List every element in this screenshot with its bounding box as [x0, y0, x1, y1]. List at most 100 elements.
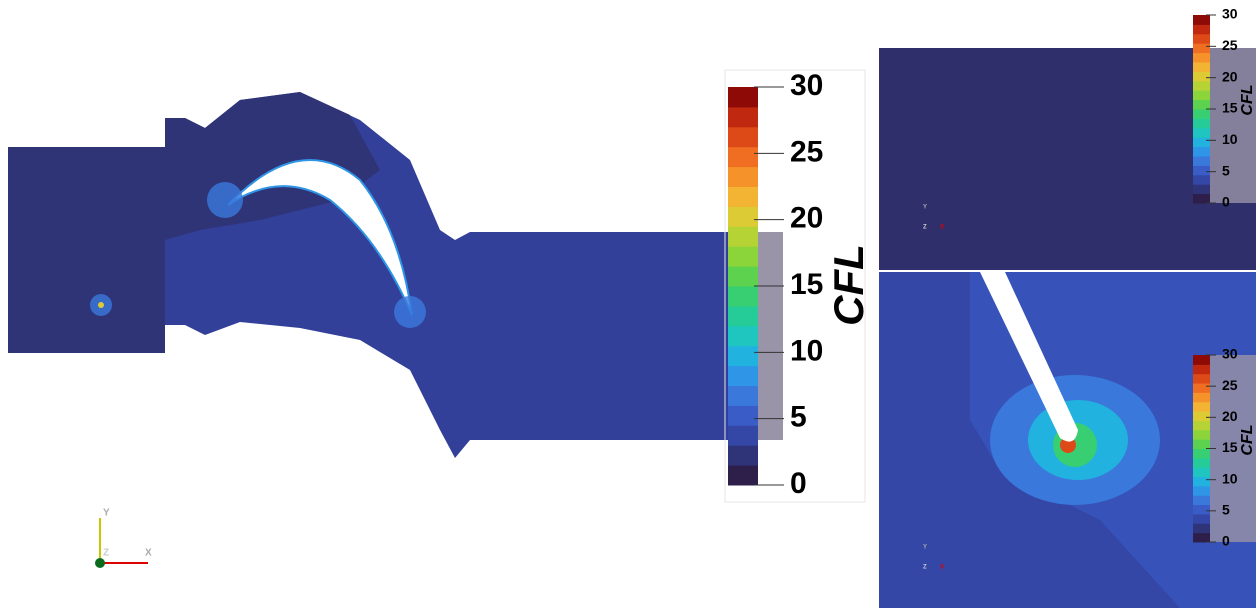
colorbar-tick-label: 20	[790, 202, 823, 235]
colorbar-tick-label: 5	[790, 401, 807, 434]
colorbar-tick-label: 5	[1222, 162, 1230, 178]
colorbar-band	[1193, 485, 1210, 496]
colorbar-band	[1193, 99, 1210, 110]
overlay	[1210, 355, 1256, 542]
colorbar-tick-label: 30	[1222, 6, 1238, 22]
hotspot	[394, 296, 426, 328]
colorbar-band	[1193, 532, 1210, 543]
colorbar-band	[1193, 33, 1210, 44]
axis-label-z: Z	[923, 225, 927, 231]
axis-label-y: Y	[923, 545, 927, 551]
colorbar-band	[728, 87, 758, 108]
colorbar-band	[728, 166, 758, 187]
colorbar-band	[1193, 52, 1210, 63]
colorbar-tick-label: 0	[790, 467, 807, 500]
colorbar-band	[1193, 504, 1210, 515]
colorbar-tick-label: 20	[1222, 68, 1238, 84]
colorbar-band	[1193, 184, 1210, 195]
colorbar-tick-label: 30	[790, 69, 823, 102]
colorbar-band	[1193, 90, 1210, 101]
colorbar-frame	[724, 69, 866, 503]
colorbar-band	[728, 226, 758, 247]
colorbar-band	[1193, 383, 1210, 393]
colorbar-band	[728, 385, 758, 406]
colorbar-tick-label: 25	[1222, 37, 1238, 53]
colorbar-band	[1193, 420, 1210, 431]
colorbar-band	[1193, 24, 1210, 35]
hotspot	[207, 182, 243, 218]
colorbar-band	[728, 126, 758, 148]
colorbar-band	[1193, 71, 1210, 82]
colorbar-tick-label: 25	[1222, 377, 1238, 393]
colorbar-band	[1193, 429, 1210, 440]
colorbar-band	[1193, 439, 1210, 449]
colorbar-band	[728, 345, 758, 367]
axis-label-z: Z	[923, 565, 927, 571]
inlet-domain	[8, 147, 165, 353]
colorbar-band	[728, 425, 758, 446]
colorbar-band	[1193, 165, 1210, 176]
colorbar-tick-label: 10	[1222, 131, 1238, 147]
colorbar-tick-label: 10	[790, 334, 823, 367]
overlay	[1210, 48, 1256, 203]
axis-label-x: X	[940, 565, 944, 571]
axis-z	[95, 558, 105, 568]
colorbar-tick-label: 10	[1222, 470, 1238, 486]
colorbar-band	[1193, 43, 1210, 54]
colorbar-band	[1193, 467, 1210, 478]
colorbar-band	[1193, 373, 1210, 384]
colorbar-tick-label: 5	[1222, 502, 1230, 518]
colorbar-tick-label: 0	[1222, 194, 1230, 210]
colorbar-band	[1193, 127, 1210, 138]
colorbar-band	[1193, 401, 1210, 412]
colorbar-band	[1193, 174, 1210, 185]
colorbar-band	[728, 465, 758, 486]
colorbar-band	[1193, 156, 1210, 166]
colorbar-band	[1193, 523, 1210, 534]
colorbar-band	[1193, 62, 1210, 72]
colorbar-band	[728, 445, 758, 466]
axis-label-y: Y	[923, 205, 927, 211]
colorbar-band	[1193, 146, 1210, 157]
colorbar-band	[1193, 411, 1210, 421]
colorbar-band	[1193, 495, 1210, 506]
blade	[980, 272, 1078, 442]
colorbar-band	[1193, 355, 1210, 365]
colorbar-band	[1193, 457, 1210, 468]
colorbar-tick-label: 25	[790, 135, 823, 168]
colorbar-tick-label: 15	[1222, 100, 1238, 116]
colorbar-band	[1193, 513, 1210, 524]
colorbar-tick-label: 30	[1222, 346, 1238, 362]
colorbar-band	[728, 325, 758, 347]
colorbar-band	[728, 286, 758, 307]
axis-label-x: X	[145, 548, 152, 559]
colorbar-band	[1193, 448, 1210, 459]
colorbar-title: CFL	[1239, 84, 1256, 115]
colorbar-band	[728, 146, 758, 168]
axis-label-z: Z	[103, 548, 109, 559]
colorbar-band	[728, 246, 758, 267]
colorbar-band	[1193, 193, 1210, 204]
axis-label-y: Y	[103, 508, 110, 519]
colorbar-band	[728, 206, 758, 227]
colorbar-band	[1193, 364, 1210, 375]
colorbar-band	[728, 405, 758, 426]
colorbar-band	[728, 106, 758, 128]
colorbar-tick-label: 15	[790, 268, 823, 301]
colorbar-band	[728, 365, 758, 386]
colorbar-band	[1193, 109, 1210, 119]
colorbar-band	[1193, 15, 1210, 25]
colorbar-tick-label: 0	[1222, 533, 1230, 549]
hotspot-core	[98, 302, 104, 308]
colorbar-band	[1193, 137, 1210, 148]
colorbar-band	[1193, 80, 1210, 91]
overlay	[758, 232, 783, 440]
colorbar-tick-label: 15	[1222, 439, 1238, 455]
axis-label-x: X	[940, 225, 944, 231]
colorbar-band	[1193, 118, 1210, 129]
colorbar-tick-label: 20	[1222, 408, 1238, 424]
colorbar-band	[1193, 392, 1210, 403]
colorbar-title: CFL	[1239, 424, 1256, 455]
colorbar-band	[728, 186, 758, 207]
